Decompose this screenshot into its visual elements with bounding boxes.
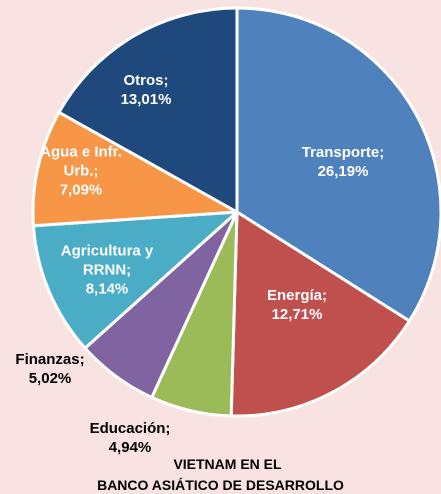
slice-label: Agua e Infr. Urb.; 7,09% bbox=[36, 143, 126, 200]
category-label: Agua e Infr. Urb.; bbox=[40, 143, 122, 180]
value-label: 26,19% bbox=[317, 163, 369, 180]
slice-label: Finanzas; 5,02% bbox=[5, 350, 95, 388]
pie-slice bbox=[31, 210, 239, 350]
category-label: Otros; bbox=[123, 72, 169, 89]
value-label: 7,09% bbox=[59, 181, 103, 199]
annotation: BANCO ASIÁTICO DE DESARROLLO bbox=[97, 477, 344, 493]
value-label: 13,01% bbox=[120, 91, 172, 108]
category-label: Agricultura y RRNN; bbox=[60, 242, 154, 279]
category-label: Energía; bbox=[266, 287, 327, 304]
slice-label: Otros; 13,01% bbox=[101, 71, 191, 109]
value-label: 4,94% bbox=[108, 439, 152, 456]
pie-slice bbox=[229, 210, 411, 418]
slice-label: Energía; 12,71% bbox=[242, 286, 352, 324]
slice-label: Educación; 4,94% bbox=[75, 419, 185, 457]
slice-label: Transporte; 26,19% bbox=[283, 143, 403, 181]
value-label: 8,14% bbox=[85, 280, 129, 298]
value-label: 5,02% bbox=[28, 370, 72, 387]
pie-slice bbox=[31, 110, 239, 228]
category-label: Educación; bbox=[89, 420, 171, 437]
pie-slice bbox=[57, 6, 239, 214]
annotation: VIETNAM EN EL bbox=[173, 456, 282, 472]
category-label: Finanzas; bbox=[15, 351, 85, 368]
slice-label: Agricultura y RRNN; 8,14% bbox=[57, 242, 157, 299]
category-label: Transporte; bbox=[301, 144, 385, 161]
value-label: 12,71% bbox=[271, 306, 323, 323]
